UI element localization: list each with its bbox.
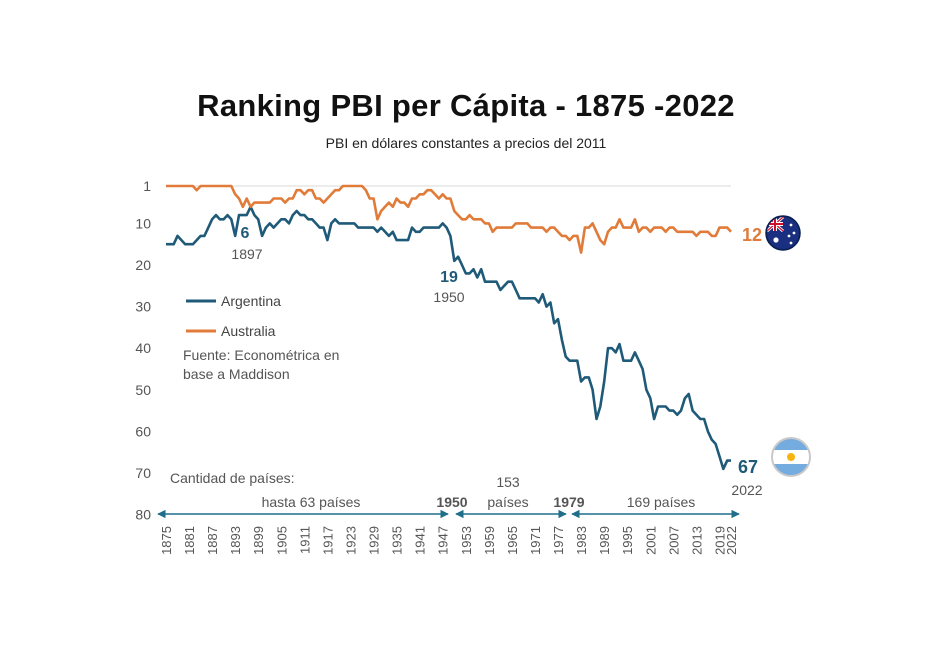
x-tick-label: 1875 xyxy=(159,526,174,555)
chart-subtitle: PBI en dólares constantes a precios del … xyxy=(325,135,607,151)
x-tick-label: 1965 xyxy=(505,526,520,555)
y-tick-label: 60 xyxy=(135,423,151,439)
x-tick-label: 2007 xyxy=(666,526,681,555)
argentina-flag-icon xyxy=(771,437,811,477)
x-tick-label: 1953 xyxy=(459,526,474,555)
annotation-rank-1897: 6 xyxy=(241,225,250,242)
x-tick-label: 1881 xyxy=(182,526,197,555)
x-tick-label: 1959 xyxy=(482,526,497,555)
legend-label-argentina: Argentina xyxy=(221,293,281,309)
series-line-argentina xyxy=(166,205,731,471)
x-tick-label: 1941 xyxy=(413,526,428,555)
y-tick-label: 80 xyxy=(135,507,151,523)
series-line-australia xyxy=(166,184,732,254)
x-tick-label: 1911 xyxy=(297,526,312,554)
period-label-2: 153 xyxy=(496,474,520,490)
x-tick-label: 1899 xyxy=(251,526,266,555)
period-marker-1950: 1950 xyxy=(436,494,467,510)
annotation-year-1897: 1897 xyxy=(231,246,262,262)
x-tick-label: 1893 xyxy=(228,526,243,555)
annotation-rank-2022-australia: 12 xyxy=(742,225,762,245)
y-tick-label: 20 xyxy=(135,257,151,273)
x-tick-label: 1977 xyxy=(551,526,566,555)
y-tick-label: 40 xyxy=(135,340,151,356)
countries-section-title: Cantidad de países: xyxy=(170,470,295,486)
x-tick-label: 1923 xyxy=(343,526,358,555)
x-tick-label: 1989 xyxy=(597,526,612,555)
legend-label-australia: Australia xyxy=(221,323,276,339)
period-label-1: hasta 63 países xyxy=(262,494,361,510)
source-note: Fuente: Econométrica en xyxy=(183,347,339,363)
australia-flag-icon xyxy=(765,215,801,251)
x-tick-label: 2013 xyxy=(689,526,704,555)
y-tick-label: 70 xyxy=(135,465,151,481)
annotation-year-1950: 1950 xyxy=(433,289,464,305)
x-tick-label: 1935 xyxy=(390,526,405,555)
annotation-rank-2022-argentina: 67 xyxy=(738,457,758,477)
y-tick-label: 10 xyxy=(135,215,151,231)
annotation-rank-1950: 19 xyxy=(440,269,458,286)
x-tick-label: 2022 xyxy=(724,526,739,555)
period-marker-1979: 1979 xyxy=(553,494,584,510)
period-label-2: países xyxy=(487,494,528,510)
y-tick-label: 30 xyxy=(135,299,151,315)
chart-title: Ranking PBI per Cápita - 1875 -2022 xyxy=(197,88,735,123)
y-tick-label: 1 xyxy=(143,178,151,194)
period-label-3: 169 países xyxy=(627,494,696,510)
x-tick-label: 1995 xyxy=(620,526,635,555)
x-tick-label: 2001 xyxy=(643,526,658,555)
x-tick-label: 1947 xyxy=(436,526,451,555)
x-tick-label: 1917 xyxy=(320,526,335,555)
annotation-year-2022: 2022 xyxy=(731,482,762,498)
x-tick-label: 1905 xyxy=(274,526,289,555)
y-tick-label: 50 xyxy=(135,382,151,398)
x-tick-label: 1929 xyxy=(367,526,382,555)
x-tick-label: 1971 xyxy=(528,526,543,555)
source-note: base a Maddison xyxy=(183,366,290,382)
x-tick-label: 1887 xyxy=(205,526,220,555)
x-tick-label: 2019 xyxy=(712,526,727,555)
x-tick-label: 1983 xyxy=(574,526,589,555)
